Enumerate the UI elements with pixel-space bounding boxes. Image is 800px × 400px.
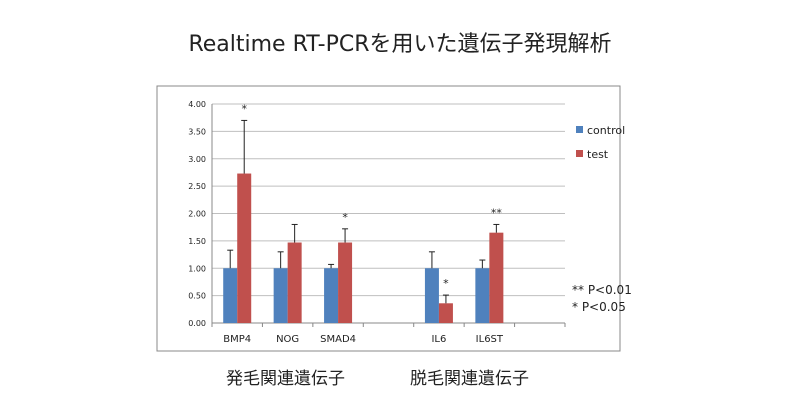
y-tick-label: 3.50 bbox=[188, 127, 206, 136]
legend-swatch-test bbox=[576, 150, 583, 157]
significance-marker: ** bbox=[491, 206, 503, 219]
bar-control-IL6 bbox=[424, 268, 439, 323]
bar-control-IL6ST bbox=[475, 268, 490, 323]
group-label-hair-growth: 発毛関連遺伝子 bbox=[226, 369, 345, 389]
y-tick-label: 0.00 bbox=[188, 319, 206, 328]
y-tick-label: 0.50 bbox=[188, 292, 206, 301]
significance-note-double: ** P<0.01 bbox=[572, 283, 632, 297]
group-label-hair-loss: 脱毛関連遺伝子 bbox=[410, 369, 529, 389]
legend-label-control: control bbox=[587, 124, 625, 137]
y-tick-label: 1.00 bbox=[188, 264, 206, 273]
y-tick-label: 1.50 bbox=[188, 237, 206, 246]
significance-marker: * bbox=[241, 102, 247, 115]
bar-test-IL6ST bbox=[489, 232, 504, 323]
legend: control test bbox=[576, 124, 625, 161]
y-tick-label: 2.00 bbox=[188, 210, 206, 219]
legend-swatch-control bbox=[576, 126, 583, 133]
chart-title: Realtime RT-PCRを用いた遺伝子発現解析 bbox=[188, 32, 612, 57]
gridlines bbox=[211, 103, 565, 324]
plot-frame bbox=[156, 85, 621, 352]
bar-test-NOG bbox=[287, 242, 302, 323]
significance-marker: * bbox=[443, 277, 449, 290]
y-axis-ticks: 0.00 0.50 1.00 1.50 2.00 2.50 3.00 3.50 4.00 bbox=[188, 100, 206, 328]
x-tick-label: NOG bbox=[276, 334, 299, 345]
bar-test-IL6 bbox=[438, 303, 453, 323]
bar-control-SMAD4 bbox=[324, 268, 339, 323]
y-tick-label: 3.00 bbox=[188, 155, 206, 164]
bars: ***** bbox=[223, 102, 504, 323]
significance-note-single: * P<0.05 bbox=[572, 300, 626, 314]
x-axis-ticks: BMP4 NOG SMAD4 IL6 IL6ST bbox=[211, 323, 566, 345]
x-tick-label: IL6 bbox=[431, 334, 446, 345]
bar-control-NOG bbox=[273, 268, 288, 323]
significance-marker: * bbox=[342, 211, 348, 224]
x-tick-label: BMP4 bbox=[223, 334, 251, 345]
y-tick-label: 2.50 bbox=[188, 182, 206, 191]
y-tick-label: 4.00 bbox=[188, 100, 206, 109]
x-tick-label: SMAD4 bbox=[320, 334, 356, 345]
bar-test-SMAD4 bbox=[338, 242, 353, 323]
bar-control-BMP4 bbox=[223, 268, 238, 323]
x-tick-label: IL6ST bbox=[476, 334, 504, 345]
legend-label-test: test bbox=[587, 148, 609, 161]
bar-test-BMP4 bbox=[237, 173, 252, 323]
